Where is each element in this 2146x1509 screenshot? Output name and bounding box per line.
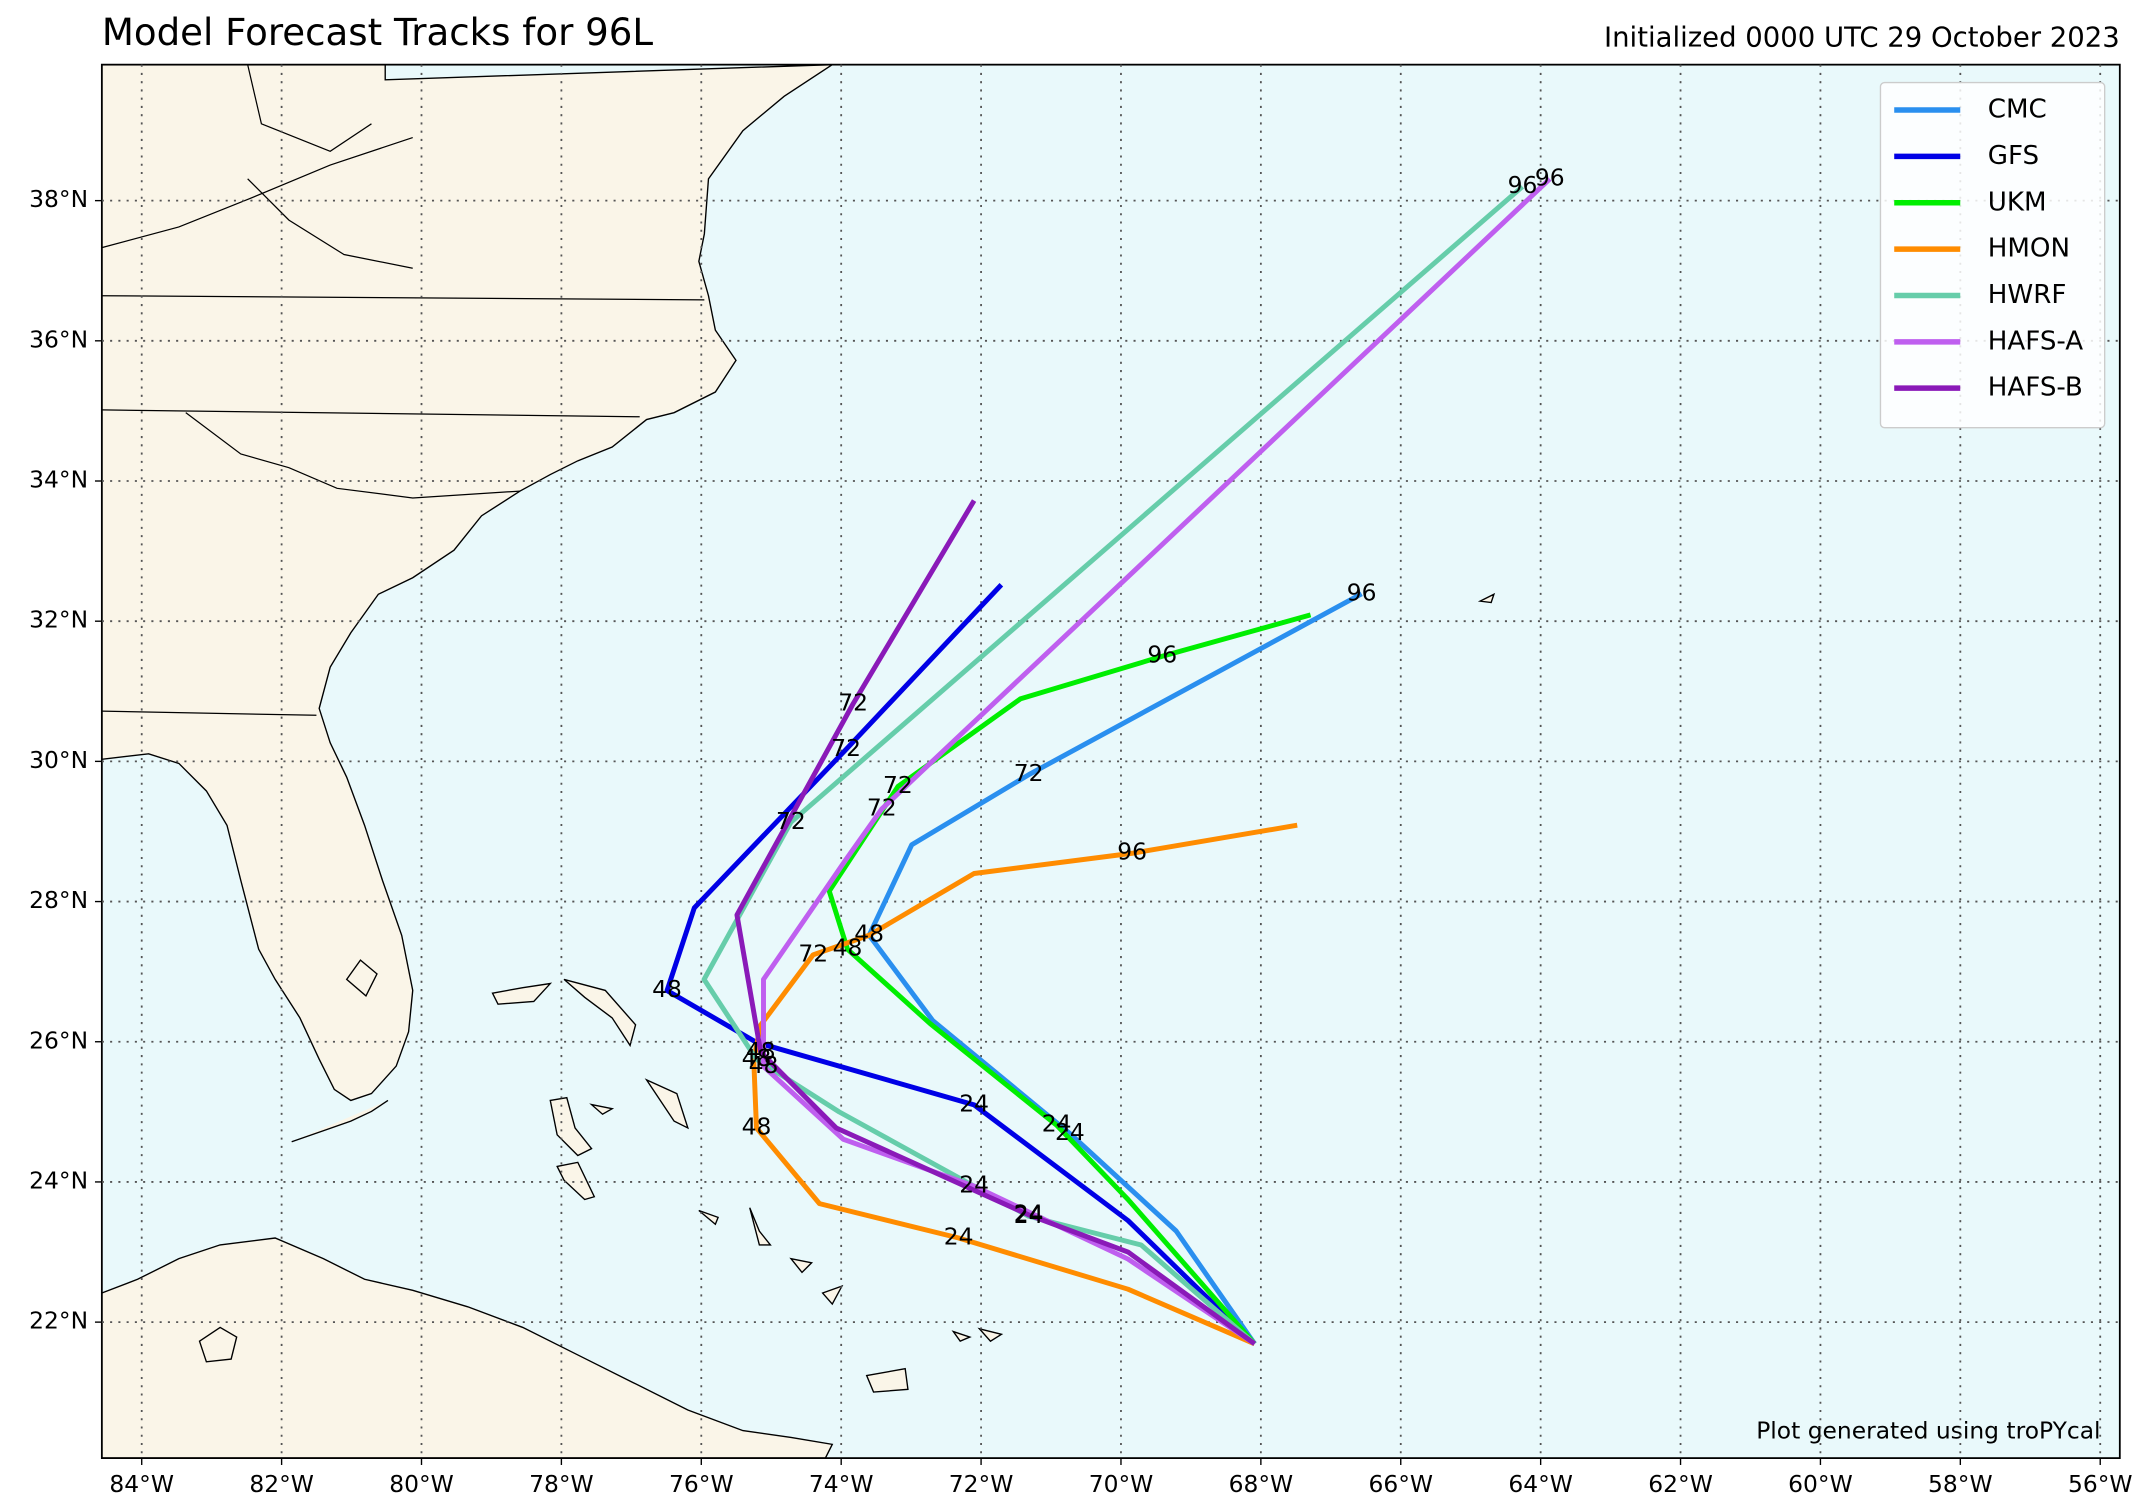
hour-label: 96 (1508, 171, 1538, 199)
chart-title: Model Forecast Tracks for 96L (102, 11, 654, 54)
hour-label: 48 (833, 934, 863, 962)
y-tick-label: 28°N (29, 886, 88, 914)
hour-label: 48 (854, 920, 884, 948)
x-tick-label: 60°W (1788, 1470, 1853, 1498)
y-tick-label: 36°N (29, 325, 88, 353)
x-tick-label: 56°W (2068, 1470, 2133, 1498)
legend-label: CMC (1988, 95, 2047, 125)
hour-label: 24 (959, 1089, 989, 1117)
x-tick-label: 74°W (809, 1470, 874, 1498)
hour-label: 72 (883, 771, 913, 799)
legend-label: HWRF (1988, 280, 2067, 310)
hour-label: 48 (749, 1051, 779, 1079)
x-tick-label: 82°W (249, 1470, 314, 1498)
hour-label: 24 (1014, 1201, 1044, 1229)
x-tick-label: 84°W (109, 1470, 174, 1498)
land (101, 64, 1496, 1459)
hour-label: 96 (1117, 838, 1147, 866)
y-tick-label: 34°N (29, 466, 88, 494)
hour-label: 72 (838, 688, 868, 716)
forecast-track (826, 612, 1312, 1346)
hour-label: 48 (652, 975, 682, 1003)
x-tick-label: 64°W (1508, 1470, 1573, 1498)
forecast-track (701, 184, 1525, 1346)
legend-label: HMON (1988, 234, 2070, 264)
cuba (101, 1237, 834, 1459)
forecast-track (664, 583, 1257, 1346)
credit: Plot generated using troPYcal (1756, 1416, 2100, 1444)
y-tick-label: 22°N (29, 1307, 88, 1335)
y-tick-label: 38°N (29, 185, 88, 213)
legend-label: HAFS-B (1988, 373, 2083, 403)
x-tick-label: 62°W (1648, 1470, 1713, 1498)
hour-label: 96 (1535, 163, 1565, 191)
hour-label: 48 (742, 1044, 772, 1072)
y-tick-label: 32°N (29, 606, 88, 634)
state-border (101, 64, 705, 716)
lake-okeechobee (345, 959, 378, 998)
x-tick-label: 68°W (1229, 1470, 1294, 1498)
chart-subtitle: Initialized 0000 UTC 29 October 2023 (1604, 22, 2120, 54)
y-tick-label: 24°N (29, 1166, 88, 1194)
hour-label: 72 (798, 939, 828, 967)
hour-label: 48 (742, 1112, 772, 1140)
hour-label: 72 (831, 734, 861, 762)
x-tick-label: 80°W (389, 1470, 454, 1498)
hour-label: 96 (1147, 641, 1177, 669)
forecast-track (866, 591, 1363, 1346)
bahamas (291, 592, 1496, 1393)
x-tick-label: 78°W (529, 1470, 594, 1498)
hour-label: 24 (944, 1223, 974, 1251)
legend-label: HAFS-A (1988, 326, 2084, 356)
isle-of-youth (198, 1326, 238, 1363)
x-tick-label: 76°W (669, 1470, 734, 1498)
hour-label: 72 (776, 807, 806, 835)
hour-label: 24 (1014, 1199, 1044, 1227)
hour-label: 24 (1042, 1110, 1072, 1138)
x-tick-label: 72°W (949, 1470, 1014, 1498)
hour-label: 24 (1055, 1118, 1085, 1146)
hour-label: 72 (1014, 759, 1044, 787)
forecast-track (734, 499, 1257, 1346)
hour-label: 48 (746, 1037, 776, 1065)
hour-label: 96 (1347, 578, 1377, 606)
hour-label: 24 (959, 1171, 989, 1199)
tracks: 2448729624487224487296244872962448729624… (652, 163, 1565, 1347)
x-tick-label: 66°W (1368, 1470, 1433, 1498)
y-tick-label: 30°N (29, 746, 88, 774)
hour-label: 72 (867, 794, 897, 822)
y-tick-label: 26°N (29, 1026, 88, 1054)
x-tick-label: 70°W (1089, 1470, 1154, 1498)
x-tick-label: 58°W (1928, 1470, 1993, 1498)
legend-label: UKM (1988, 187, 2047, 217)
north-america (101, 64, 834, 1102)
legend-label: GFS (1988, 141, 2039, 171)
